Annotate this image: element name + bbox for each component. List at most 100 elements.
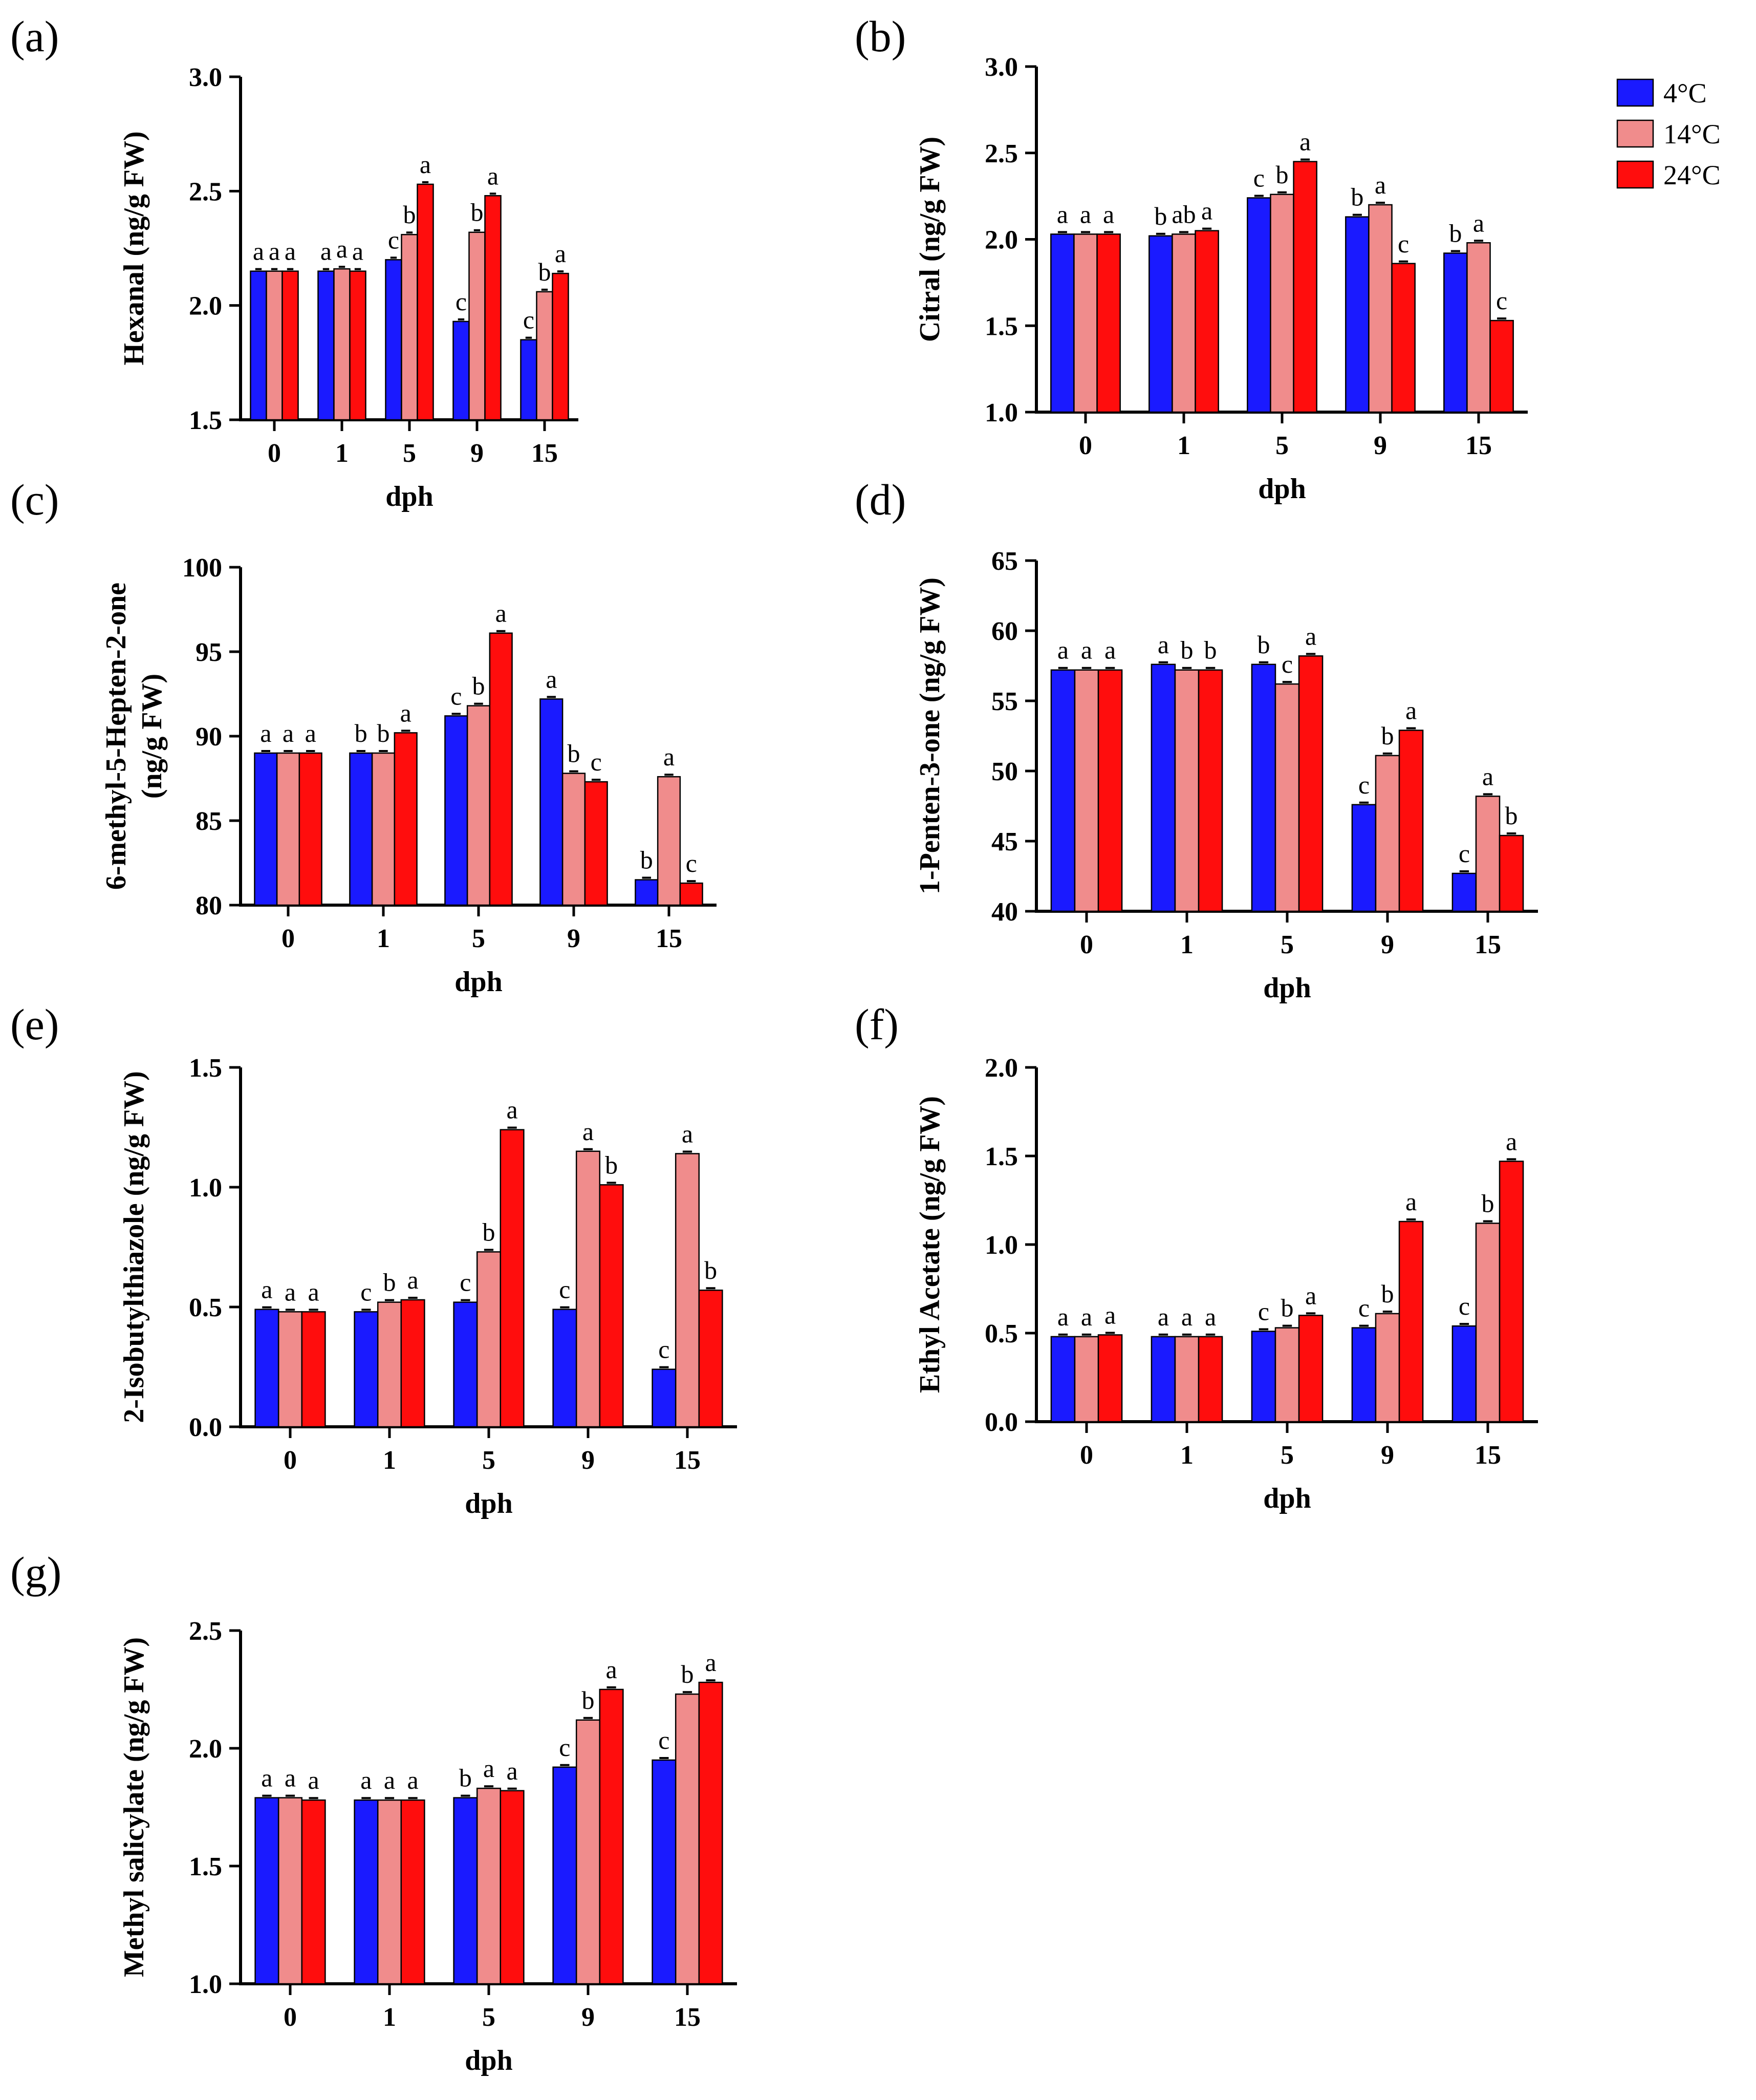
bar — [254, 752, 278, 906]
y-tick-label: 45 — [991, 827, 1018, 856]
significance-label: a — [360, 1766, 372, 1794]
significance-label: a — [336, 234, 348, 263]
bar — [1466, 242, 1491, 413]
significance-label: a — [1081, 1302, 1092, 1331]
bar — [1270, 194, 1294, 413]
bar — [1375, 755, 1400, 912]
bar — [1499, 834, 1524, 912]
y-tick-label: 2.0 — [985, 226, 1018, 255]
y-tick-label: 50 — [991, 757, 1018, 786]
significance-label: a — [1473, 208, 1484, 237]
bar — [1247, 197, 1271, 413]
y-axis-title: 1-Penten-3-one (ng/g FW) — [914, 577, 946, 894]
significance-label: c — [1258, 1297, 1269, 1326]
bar — [575, 1719, 601, 1985]
significance-label: a — [320, 237, 332, 266]
significance-label: c — [460, 1268, 471, 1297]
significance-label: c — [658, 1335, 669, 1364]
significance-label: a — [260, 719, 271, 747]
x-tick-label: 1 — [383, 2003, 396, 2032]
bar — [417, 183, 434, 421]
y-axis-title-line: (ng/g FW) — [136, 674, 168, 799]
significance-label: c — [686, 849, 697, 877]
x-tick-label: 0 — [1080, 1441, 1093, 1470]
x-tick-label: 9 — [581, 1446, 595, 1475]
significance-label: b — [681, 1660, 694, 1688]
y-tick-label: 40 — [991, 897, 1018, 927]
significance-label: a — [1201, 197, 1212, 225]
bar — [500, 1790, 525, 1985]
bar — [385, 259, 402, 421]
bar — [1475, 1223, 1501, 1423]
significance-label: a — [682, 1119, 693, 1148]
bar — [1251, 1331, 1276, 1423]
y-tick-label: 1.5 — [985, 1142, 1018, 1171]
x-tick-label: 9 — [470, 439, 484, 468]
significance-label: a — [705, 1648, 716, 1677]
x-tick-label: 1 — [383, 1446, 396, 1475]
legend-swatch — [1616, 78, 1654, 107]
significance-label: a — [285, 1277, 296, 1306]
legend-label: 24°C — [1663, 160, 1721, 190]
significance-label: a — [400, 698, 411, 727]
y-tick-label: 1.0 — [985, 1231, 1018, 1260]
legend: 4°C 14°C 24°C — [1616, 78, 1721, 190]
significance-label: a — [283, 719, 294, 747]
x-tick-label: 15 — [1475, 1441, 1501, 1470]
bar — [394, 732, 418, 906]
significance-label: b — [582, 1686, 595, 1715]
significance-label: b — [355, 719, 367, 747]
x-tick-label: 5 — [1281, 1441, 1294, 1470]
bar — [561, 773, 586, 906]
bar — [1293, 161, 1317, 413]
bar — [377, 1799, 402, 1985]
x-tick-label: 0 — [284, 2003, 297, 2032]
significance-label: a — [1405, 1187, 1417, 1216]
significance-label: b — [1257, 630, 1270, 659]
significance-label: c — [559, 1275, 570, 1304]
significance-label: c — [388, 225, 399, 254]
y-tick-label: 60 — [991, 617, 1018, 646]
bar — [371, 752, 396, 906]
panel-label: (g) — [10, 1548, 61, 1597]
bar — [657, 776, 681, 906]
significance-label: a — [261, 1764, 272, 1792]
x-tick-label: 15 — [674, 2003, 701, 2032]
bar — [599, 1688, 624, 1985]
y-tick-label: 0.0 — [189, 1413, 222, 1442]
bar — [453, 1797, 478, 1985]
bar — [276, 752, 300, 906]
significance-label: a — [506, 1096, 517, 1124]
significance-label: a — [1375, 170, 1386, 199]
y-tick-label: 1.5 — [985, 312, 1018, 341]
y-tick-label: 1.0 — [189, 1970, 222, 1999]
significance-label: b — [377, 719, 390, 747]
x-tick-label: 15 — [1475, 930, 1501, 959]
significance-label: ab — [1172, 200, 1196, 228]
bar — [1174, 1336, 1200, 1423]
significance-label: b — [471, 198, 484, 227]
x-tick-label: 0 — [1080, 930, 1093, 959]
bar — [1298, 655, 1324, 912]
bar — [539, 698, 563, 906]
significance-label: c — [1358, 770, 1370, 799]
bar — [1451, 1325, 1477, 1423]
bar — [1050, 233, 1075, 413]
legend-swatch — [1616, 119, 1654, 148]
significance-label: b — [1381, 1279, 1394, 1308]
bar — [635, 879, 659, 906]
y-tick-label: 1.0 — [985, 398, 1018, 427]
bar — [1351, 804, 1377, 912]
significance-label: b — [483, 1217, 495, 1246]
bar — [679, 882, 703, 906]
bar — [698, 1681, 723, 1985]
significance-label: a — [1299, 127, 1311, 156]
x-axis-title: dph — [385, 481, 433, 512]
significance-label: a — [663, 742, 675, 771]
bar — [254, 1309, 279, 1428]
significance-label: a — [420, 150, 431, 179]
bar — [698, 1289, 723, 1428]
bar — [1172, 233, 1196, 413]
significance-label: a — [1057, 1302, 1069, 1331]
